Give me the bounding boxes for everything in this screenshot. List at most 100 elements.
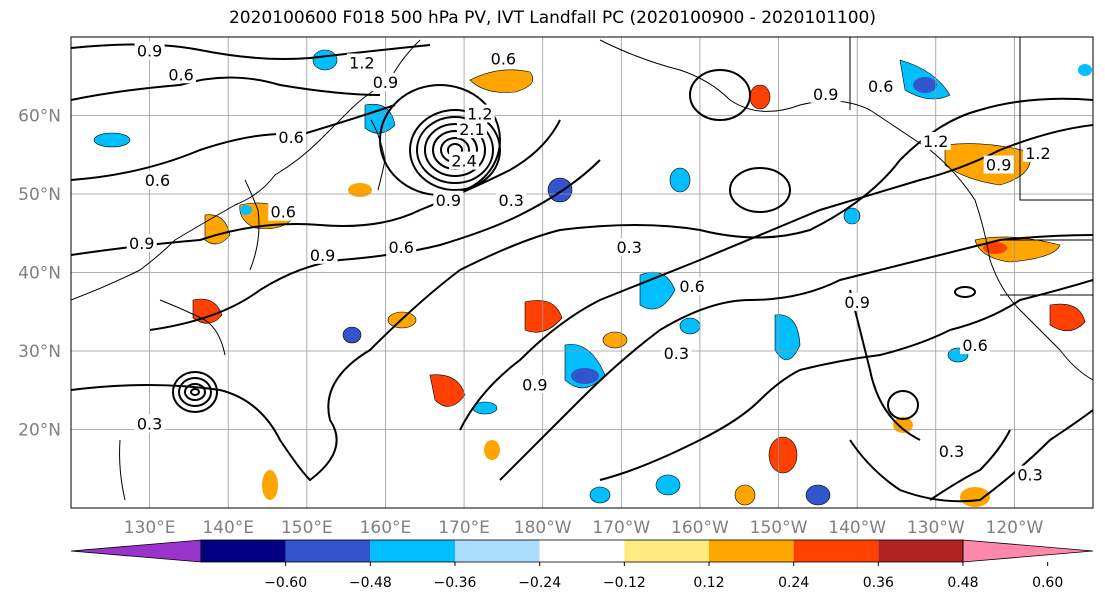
contour-label: 1.2	[349, 53, 374, 72]
latitude-label: 40°N	[18, 264, 61, 284]
positive-anomaly	[768, 436, 798, 474]
colorbar: −0.60 −0.48 −0.36 −0.24 −0.12 0.12 0.24 0.36 0.4…	[70, 539, 1094, 591]
longitude-label: 170°W	[592, 518, 650, 538]
positive-core	[983, 242, 1007, 254]
longitude-label: 120°W	[986, 518, 1044, 538]
contour-label-bg	[307, 245, 338, 264]
contour-label: 0.9	[844, 293, 869, 312]
contour-label-bg	[496, 190, 527, 209]
contour-label: 0.6	[278, 128, 303, 147]
colorbar-segment	[793, 540, 879, 562]
colorbar-segment	[201, 540, 286, 562]
contour-label-bg	[268, 202, 299, 221]
map-frame	[70, 36, 1094, 509]
contour-label: 0.9	[522, 375, 547, 394]
contour-label-bg	[370, 73, 401, 92]
colorbar-tick-label: −0.48	[349, 575, 392, 591]
contour-label-bg	[456, 120, 487, 139]
longitude-label: 180°W	[514, 518, 572, 538]
longitude-label: 130°W	[907, 518, 965, 538]
contour-label-bg	[433, 190, 464, 209]
colorbar-tick-label: −0.24	[518, 575, 561, 591]
colorbar-tick-label: −0.36	[434, 575, 477, 591]
contour-label: 0.9	[129, 234, 154, 253]
contour-label-bg	[134, 41, 165, 60]
colorbar-segment	[285, 540, 371, 562]
graticule	[71, 37, 1093, 508]
contour-label-bg	[488, 49, 519, 68]
latitude-label: 20°N	[18, 421, 61, 441]
contour-label-bg	[464, 104, 495, 123]
colorbar-segment	[370, 540, 455, 562]
longitude-label: 140°E	[202, 518, 254, 538]
negative-core	[571, 368, 599, 384]
negative-anomaly	[679, 317, 701, 335]
positive-anomaly	[429, 374, 466, 407]
contour-label: 0.6	[388, 238, 413, 257]
contour-label-bg	[614, 237, 645, 256]
contour-label: 0.3	[137, 415, 162, 434]
contour-label-bg	[842, 292, 873, 311]
contour-label-bg	[126, 234, 157, 253]
positive-anomaly	[749, 84, 771, 110]
latitude-label: 30°N	[18, 342, 61, 362]
contour-label: 2.4	[451, 152, 476, 171]
positive-anomaly	[893, 417, 913, 433]
contour-label: 0.9	[986, 156, 1011, 175]
negative-anomaly	[774, 314, 801, 361]
contour-label: 1.2	[1025, 144, 1050, 163]
latitude-label: 50°N	[18, 185, 61, 205]
contour-label: 0.3	[939, 442, 964, 461]
colorbar-tick-label: 0.48	[947, 575, 978, 591]
negative-anomaly	[805, 484, 831, 506]
colorbar-tick-label: −0.60	[264, 575, 307, 591]
colorbar-extend-min	[70, 539, 202, 563]
contour-label: 0.6	[962, 336, 987, 355]
contour-label: 0.6	[868, 77, 893, 96]
contour-label-bg	[142, 171, 173, 190]
map-title: 2020100600 F018 500 hPa PV, IVT Landfall…	[228, 8, 876, 28]
colorbar-tick-label: 0.24	[778, 575, 809, 591]
colorbar-tick-label: −0.12	[603, 575, 646, 591]
positive-anomaly	[262, 470, 278, 500]
longitude-label: 170°E	[438, 518, 490, 538]
pv-contours	[71, 43, 1093, 503]
positive-anomaly	[1049, 303, 1086, 332]
negative-anomaly	[342, 326, 362, 344]
colorbar-tick-label: 0.12	[693, 575, 724, 591]
longitude-labels: 130°E 140°E 150°E 160°E 170°E 180°W 170°W 160°W…	[124, 518, 1044, 538]
contour-label-bg	[960, 336, 991, 355]
colorbar-frame	[200, 539, 964, 563]
colorbar-segment	[539, 540, 625, 562]
contour-label-bg	[519, 375, 550, 394]
negative-anomaly	[589, 486, 611, 504]
contour-label: 0.9	[310, 246, 335, 265]
contour-label-bg	[920, 131, 951, 150]
contour-label: 0.9	[373, 73, 398, 92]
negative-core	[913, 77, 937, 93]
contour-label: 1.2	[467, 105, 492, 124]
contour-label-bg	[1015, 465, 1046, 484]
negative-anomaly	[669, 167, 691, 193]
contour-label-bg	[865, 77, 896, 96]
positive-anomaly	[524, 300, 563, 333]
latitude-label: 60°N	[18, 107, 61, 127]
contour-label-bg	[936, 442, 967, 461]
contour-label: 0.9	[137, 42, 162, 61]
colorbar-tick-label: 0.36	[863, 575, 894, 591]
contour-label: 0.3	[616, 238, 641, 257]
contour-label: 2.1	[459, 120, 484, 139]
contour-label: 0.3	[499, 191, 524, 210]
negative-anomaly	[240, 205, 252, 215]
contour-label: 0.6	[491, 50, 516, 69]
contour-label: 0.3	[664, 344, 689, 363]
colorbar-segment	[624, 540, 709, 562]
contour-label-bg	[983, 155, 1014, 174]
contour-label-bg	[166, 65, 197, 84]
longitude-label: 160°E	[360, 518, 412, 538]
negative-anomaly	[655, 474, 681, 496]
contour-label-bg	[346, 53, 377, 72]
colorbar-segment	[455, 540, 540, 562]
longitude-label: 150°E	[281, 518, 333, 538]
contour-label-bg	[661, 343, 692, 362]
